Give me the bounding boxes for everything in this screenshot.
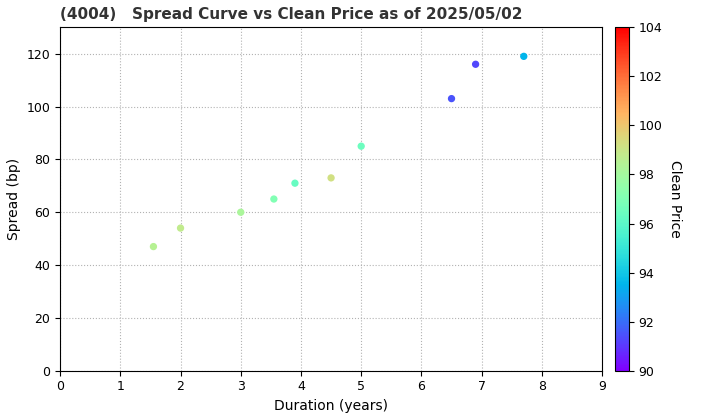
Point [470,61,482,68]
Y-axis label: Spread (bp): Spread (bp) [7,158,21,240]
Point [325,175,337,181]
X-axis label: Duration (years): Duration (years) [274,399,388,413]
Point [235,209,246,215]
Point [289,180,301,186]
Point [148,243,159,250]
Y-axis label: Clean Price: Clean Price [668,160,682,238]
Point [175,225,186,231]
Point [446,95,457,102]
Point [356,143,367,150]
Text: (4004)   Spread Curve vs Clean Price as of 2025/05/02: (4004) Spread Curve vs Clean Price as of… [60,7,523,22]
Point [518,53,529,60]
Point [268,196,279,202]
